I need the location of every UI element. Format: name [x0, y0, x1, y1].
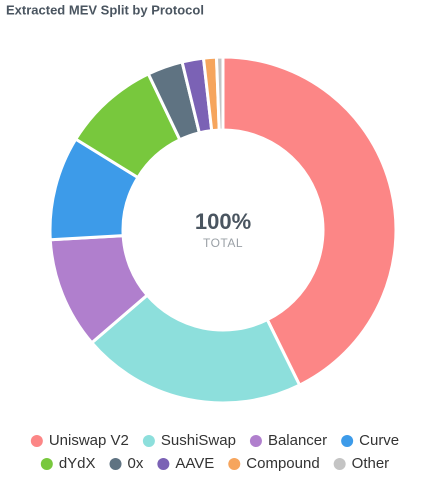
legend-label: Uniswap V2 [49, 432, 129, 449]
legend-marker [157, 458, 170, 470]
legend-marker [341, 435, 354, 447]
center-value: 100% [195, 209, 251, 234]
center-label: TOTAL [203, 236, 243, 250]
legend-row: Uniswap V2 SushiSwap Balancer Curve [30, 432, 399, 449]
legend-label: dYdX [59, 455, 96, 472]
legend-label: Compound [246, 455, 319, 472]
legend-marker [333, 458, 346, 470]
chart-title: Extracted MEV Split by Protocol [6, 2, 204, 17]
legend-label: 0x [128, 455, 144, 472]
slice [214, 55, 225, 132]
legend-marker [142, 435, 155, 447]
legend-marker [109, 458, 122, 470]
legend-row: dYdX 0x AAVE Compound Other [40, 455, 390, 472]
legend-label: SushiSwap [161, 432, 236, 449]
legend-label: Balancer [268, 432, 327, 449]
legend-label: Curve [359, 432, 399, 449]
legend-marker [228, 458, 241, 470]
legend-label: AAVE [175, 455, 214, 472]
slice [221, 55, 398, 388]
legend-marker [30, 435, 43, 447]
legend-marker [40, 458, 53, 470]
legend-marker [249, 435, 262, 447]
slice [89, 293, 302, 405]
legend-label: Other [352, 455, 390, 472]
